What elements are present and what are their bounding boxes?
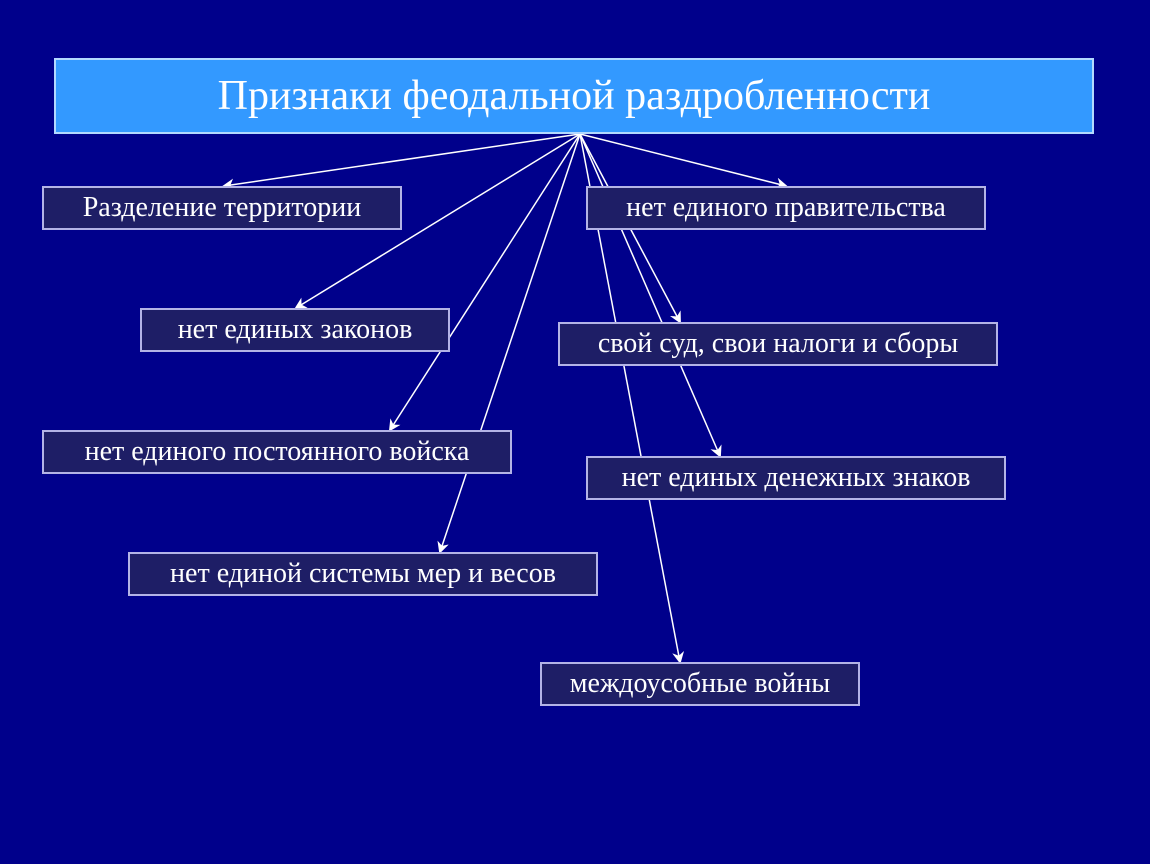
node-n3: нет единых законов xyxy=(140,308,450,352)
node-n4: свой суд, свои налоги и сборы xyxy=(558,322,998,366)
node-n2: нет единого правительства xyxy=(586,186,986,230)
node-n8: междоусобные войны xyxy=(540,662,860,706)
arrow-6 xyxy=(580,134,720,456)
arrow-2 xyxy=(580,134,786,186)
node-n6: нет единых денежных знаков xyxy=(586,456,1006,500)
arrow-5 xyxy=(390,134,580,430)
slide-canvas: Признаки феодальной раздробленности Разде… xyxy=(0,0,1150,864)
diagram-title: Признаки феодальной раздробленности xyxy=(54,58,1094,134)
node-n7: нет единой системы мер и весов xyxy=(128,552,598,596)
node-n1: Разделение территории xyxy=(42,186,402,230)
node-n5: нет единого постоянного войска xyxy=(42,430,512,474)
arrow-1 xyxy=(224,134,580,186)
